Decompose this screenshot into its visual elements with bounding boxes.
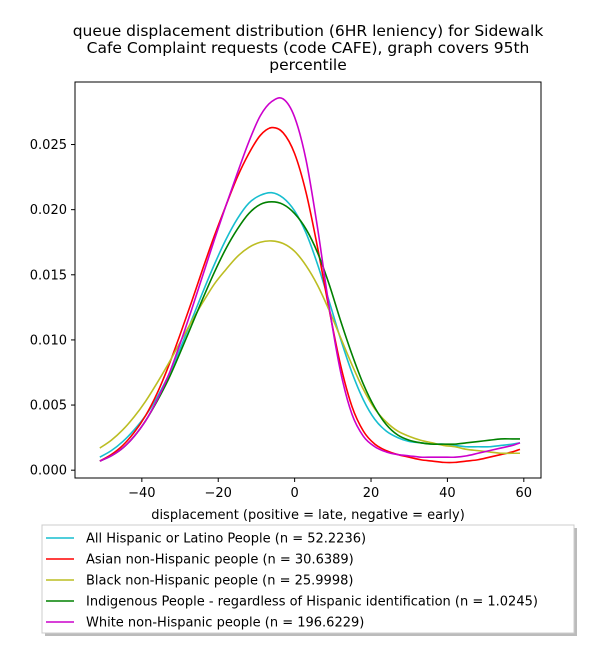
y-tick-label: 0.015: [30, 268, 67, 283]
x-tick-label: 40: [439, 486, 456, 501]
x-tick-label: 60: [516, 486, 533, 501]
chart-title-text: queue displacement distribution (6HR len…: [73, 22, 544, 74]
legend-entry: Black non-Hispanic people (n = 25.9998): [86, 574, 353, 589]
x-axis-label: displacement (positive = late, negative …: [151, 508, 465, 523]
y-tick-label: 0.000: [30, 464, 67, 479]
legend-entry: Indigenous People - regardless of Hispan…: [86, 595, 538, 610]
series-line-4: [99, 201, 520, 462]
y-axis-ticks: 0.000 0.005 0.010 0.015 0.020 0.025: [30, 138, 75, 479]
y-tick-label: 0.020: [30, 203, 67, 218]
legend-entry: All Hispanic or Latino People (n = 52.22…: [86, 532, 366, 547]
y-tick-label: 0.010: [30, 333, 67, 348]
series-line-2: [99, 126, 521, 464]
y-tick-label: 0.025: [30, 138, 67, 153]
x-tick-label: 0: [290, 486, 298, 501]
legend-entry: Asian non-Hispanic people (n = 30.6389): [86, 553, 354, 568]
series-lines: [99, 97, 521, 464]
x-tick-label: −20: [205, 486, 232, 501]
series-line-3: [99, 240, 520, 455]
x-tick-label: −40: [128, 486, 155, 501]
plot-frame: [74, 81, 542, 479]
series-line-5: [99, 97, 521, 462]
legend: All Hispanic or Latino People (n = 52.22…: [41, 524, 577, 636]
series-line-1: [99, 191, 521, 458]
x-tick-label: 20: [363, 486, 380, 501]
legend-entry: White non-Hispanic people (n = 196.6229): [86, 616, 364, 631]
legend-box: [41, 524, 575, 634]
chart-title: queue displacement distribution (6HR len…: [73, 22, 544, 74]
y-tick-label: 0.005: [30, 399, 67, 414]
x-axis-ticks: −40 −20 0 20 40 60: [128, 478, 532, 501]
